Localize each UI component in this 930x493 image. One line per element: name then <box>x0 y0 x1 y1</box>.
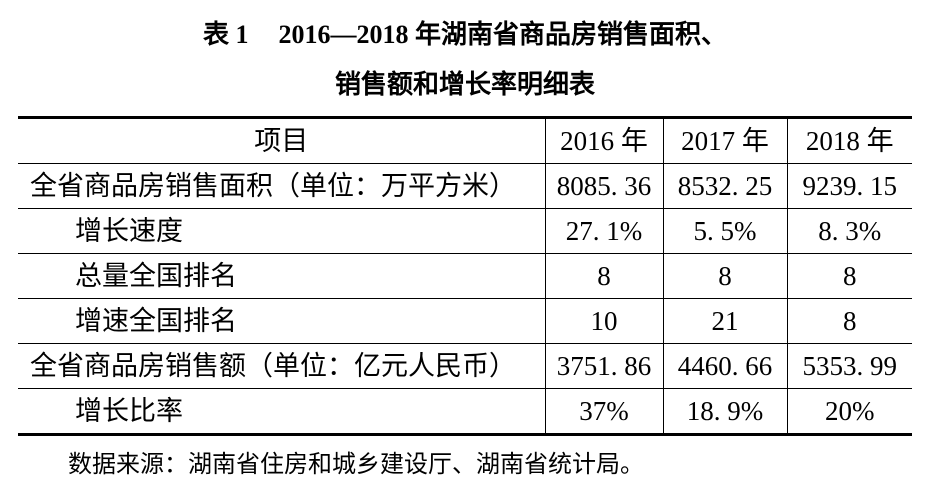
row-label: 全省商品房销售额（单位：亿元人民币） <box>18 343 545 389</box>
header-2017: 2017 年 <box>662 117 787 164</box>
table-row: 增长速度 27. 1% 5. 5% 8. 3% <box>18 208 912 254</box>
table-caption-title-part-1: 2016—2018 年湖南省商品房销售面积、 <box>278 20 728 49</box>
cell-2017: 8 <box>662 253 787 299</box>
row-label: 总量全国排名 <box>18 253 545 299</box>
table-row: 增长比率 37% 18. 9% 20% <box>18 388 912 435</box>
cell-2018: 8 <box>786 298 912 344</box>
cell-2018: 20% <box>786 388 912 435</box>
cell-2017: 4460. 66 <box>662 343 787 389</box>
header-2018: 2018 年 <box>786 117 912 164</box>
header-2016: 2016 年 <box>544 117 663 164</box>
table-row: 全省商品房销售面积（单位：万平方米） 8085. 36 8532. 25 923… <box>18 163 912 209</box>
cell-2018: 9239. 15 <box>786 163 912 209</box>
cell-2018: 8. 3% <box>786 208 912 254</box>
cell-2016: 3751. 86 <box>544 343 663 389</box>
sales-table: 项目 2016 年 2017 年 2018 年 全省商品房销售面积（单位：万平方… <box>18 116 912 436</box>
table-row: 总量全国排名 8 8 8 <box>18 253 912 299</box>
cell-2017: 18. 9% <box>662 388 787 435</box>
cell-2016: 8 <box>544 253 663 299</box>
cell-2016: 10 <box>544 298 663 344</box>
row-label: 全省商品房销售面积（单位：万平方米） <box>18 163 545 209</box>
row-label: 增速全国排名 <box>18 298 545 344</box>
cell-2017: 8532. 25 <box>662 163 787 209</box>
cell-2016: 27. 1% <box>544 208 663 254</box>
row-label: 增长比率 <box>18 388 545 435</box>
cell-2016: 37% <box>544 388 663 435</box>
table-caption-line-1: 表 1 2016—2018 年湖南省商品房销售面积、 <box>0 13 930 57</box>
table-header-row: 项目 2016 年 2017 年 2018 年 <box>18 117 912 164</box>
cell-2017: 5. 5% <box>662 208 787 254</box>
table-caption-title-part-2: 销售额和增长率明细表 <box>334 70 595 99</box>
table-row: 增速全国排名 10 21 8 <box>18 298 912 344</box>
data-source-note: 数据来源：湖南省住房和城乡建设厅、湖南省统计局。 <box>68 452 644 478</box>
table-body: 项目 2016 年 2017 年 2018 年 全省商品房销售面积（单位：万平方… <box>18 117 912 435</box>
cell-2018: 8 <box>786 253 912 299</box>
cell-2017: 21 <box>662 298 787 344</box>
cell-2018: 5353. 99 <box>786 343 912 389</box>
header-item: 项目 <box>254 126 309 156</box>
table-caption-line-2: 销售额和增长率明细表 <box>0 63 930 107</box>
table-caption-label: 表 1 <box>202 20 249 49</box>
cell-2016: 8085. 36 <box>544 163 663 209</box>
row-label: 增长速度 <box>18 208 545 254</box>
table-row: 全省商品房销售额（单位：亿元人民币） 3751. 86 4460. 66 535… <box>18 343 912 389</box>
